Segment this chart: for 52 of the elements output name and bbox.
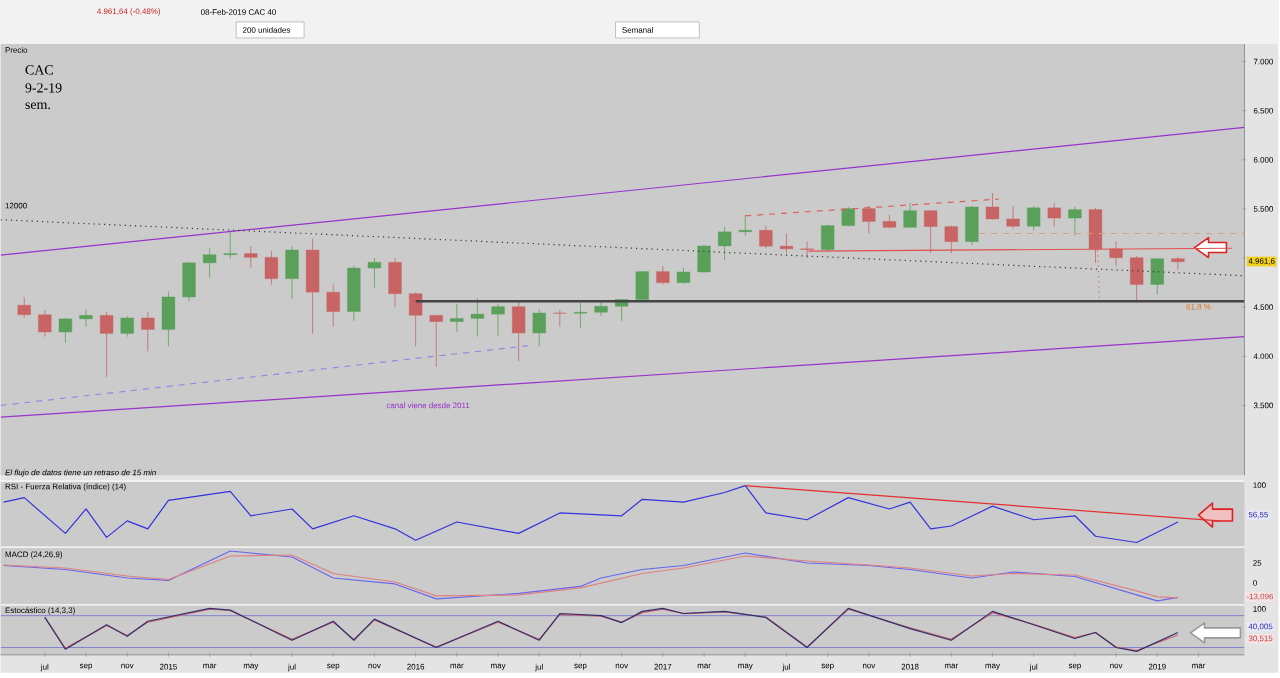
candlestick — [202, 247, 217, 279]
candlestick — [944, 225, 958, 254]
candlestick — [141, 311, 155, 352]
candlestick — [450, 303, 464, 333]
candlestick — [244, 245, 258, 269]
candlestick — [429, 314, 443, 368]
candlestick — [1109, 240, 1123, 267]
candlestick — [800, 240, 814, 259]
candlestick — [965, 205, 979, 246]
candlestick — [759, 225, 773, 249]
candlestick — [985, 192, 1000, 221]
candlestick — [862, 205, 876, 234]
candlestick — [512, 301, 526, 362]
candlestick — [388, 257, 402, 308]
candlestick — [409, 292, 423, 347]
candlestick — [697, 244, 711, 274]
candlestick — [347, 265, 361, 322]
candlestick — [79, 308, 93, 328]
candlestick — [594, 300, 608, 317]
candlestick — [182, 261, 196, 302]
candlestick — [38, 309, 52, 338]
candlestick — [718, 226, 732, 261]
candlestick — [903, 202, 917, 229]
candlestick — [326, 284, 340, 328]
candlestick — [924, 209, 938, 254]
candlestick — [264, 250, 279, 286]
candlestick — [1068, 206, 1082, 236]
candlestick — [470, 297, 485, 338]
candlestick — [1047, 202, 1061, 228]
candlestick — [491, 303, 505, 337]
candlestick — [99, 311, 114, 378]
candlestick — [738, 214, 752, 236]
candlestick — [120, 315, 134, 338]
candlestick — [161, 291, 176, 347]
candlestick — [656, 265, 670, 286]
candlestick — [367, 257, 382, 288]
candlestick — [1130, 255, 1144, 303]
candlestick — [1027, 205, 1041, 231]
candlestick — [532, 308, 546, 347]
candlestick — [1150, 257, 1164, 295]
candlestick — [17, 296, 31, 319]
candlestick — [779, 233, 794, 254]
candlestick — [1171, 256, 1185, 271]
candlestick — [553, 309, 567, 328]
candlestick — [285, 245, 299, 300]
candlestick — [58, 317, 73, 343]
candlestick — [1088, 207, 1103, 264]
candlestick — [841, 206, 855, 228]
candlestick — [306, 238, 320, 335]
candlestick — [223, 230, 237, 260]
candlestick — [1006, 205, 1020, 230]
candlestick — [573, 301, 588, 329]
